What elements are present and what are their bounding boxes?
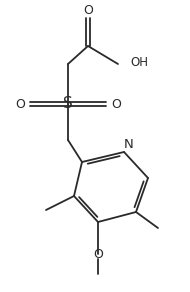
Text: N: N <box>124 138 134 152</box>
Text: O: O <box>93 248 103 260</box>
Text: S: S <box>63 96 73 112</box>
Text: O: O <box>83 4 93 18</box>
Text: OH: OH <box>130 56 148 69</box>
Text: O: O <box>15 98 25 110</box>
Text: O: O <box>111 98 121 110</box>
